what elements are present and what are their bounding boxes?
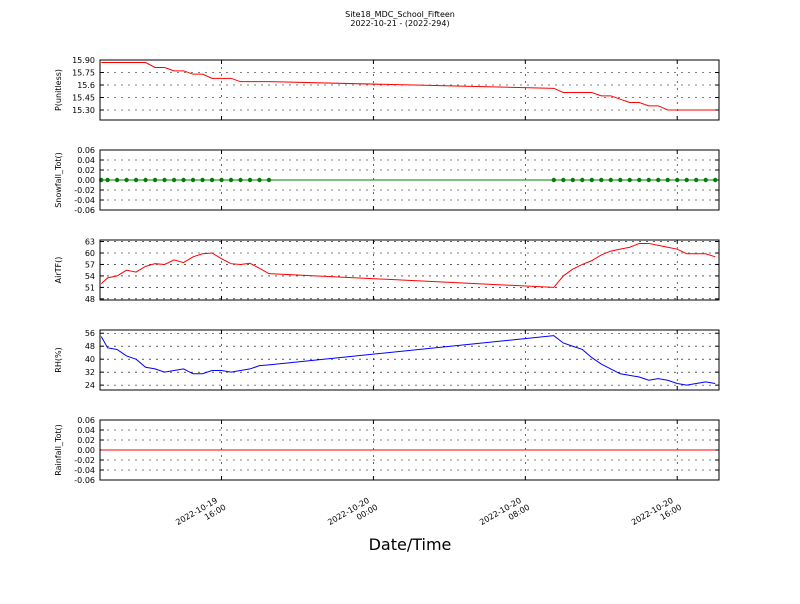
data-point [694,177,699,183]
y-axis-label: AirTF() [54,257,63,284]
y-tick-label: 56 [85,329,95,338]
y-tick-label: 0.04 [77,426,95,435]
data-point [124,177,129,183]
y-axis-label: P(unitless) [54,69,63,111]
y-tick-label: -0.06 [74,206,95,215]
data-point [133,177,139,183]
data-point [152,177,158,183]
data-point [114,177,120,183]
data-point [171,177,177,183]
y-tick-label: 0.06 [77,146,95,155]
y-tick-label: 15.90 [72,56,95,65]
data-point [200,177,205,183]
y-tick-label: 15.6 [77,81,95,90]
y-tick-label: 60 [85,249,95,258]
data-point [684,177,689,183]
y-tick-label: 0.00 [77,176,95,185]
plot-frame [99,329,720,391]
data-point [703,177,708,183]
data-point [618,177,623,183]
y-tick-label: 0.04 [77,156,95,165]
y-tick-label: -0.02 [74,456,95,465]
chart-title: Site18_MDC_School_Fifteen [345,10,455,19]
data-point [219,177,224,183]
y-tick-label: 48 [85,342,95,351]
data-point [551,177,557,183]
y-tick-label: -0.04 [74,196,95,205]
x-axis-label: Date/Time [369,535,452,554]
plot-frame [99,59,720,121]
data-point [228,177,234,183]
data-point [675,177,680,183]
data-point [190,177,196,183]
data-point [589,177,594,183]
data-point [656,177,661,183]
y-tick-label: 15.30 [72,106,95,115]
y-axis-label: RH(%) [54,347,63,372]
y-tick-label: 51 [85,283,95,292]
data-point [561,177,566,183]
y-tick-label: 15.75 [72,69,95,78]
y-tick-label: 48 [85,295,95,304]
y-tick-label: 0.06 [77,416,95,425]
y-tick-label: 0.02 [77,436,95,445]
data-point [238,177,243,183]
plot-frame [99,149,720,211]
data-point [162,177,167,183]
y-tick-label: 54 [85,272,95,281]
data-point [608,177,613,183]
data-point [570,177,575,183]
y-tick-label: -0.04 [74,466,95,475]
data-line [100,335,716,386]
y-tick-label: 40 [85,355,95,364]
data-point [209,177,215,183]
data-point [580,177,585,183]
y-axis-label: Rainfall_Tot() [54,424,63,476]
data-point [599,177,604,183]
data-point [143,177,148,183]
data-line [101,62,716,111]
plot-frame [99,419,720,481]
data-point [665,177,670,183]
chart-subtitle: 2022-10-21 - (2022-294) [350,19,449,28]
data-point [247,177,253,183]
y-axis-label: Snowfall_Tot() [54,152,63,208]
data-point [637,177,642,183]
data-point [266,177,272,183]
data-point [627,177,632,183]
y-tick-label: 0.00 [77,446,95,455]
plot-frame [99,239,720,301]
y-tick-label: 24 [85,381,95,390]
y-tick-label: 57 [85,260,95,269]
data-point [105,177,110,183]
y-tick-label: 32 [85,368,95,377]
data-line [100,242,716,288]
data-point [646,177,651,183]
y-tick-label: -0.02 [74,186,95,195]
data-point [257,177,262,183]
y-tick-label: 15.45 [72,94,95,103]
y-tick-label: 0.02 [77,166,95,175]
data-point [181,177,186,183]
y-tick-label: 63 [85,238,95,247]
y-tick-label: -0.06 [74,476,95,485]
data-point [713,177,718,183]
